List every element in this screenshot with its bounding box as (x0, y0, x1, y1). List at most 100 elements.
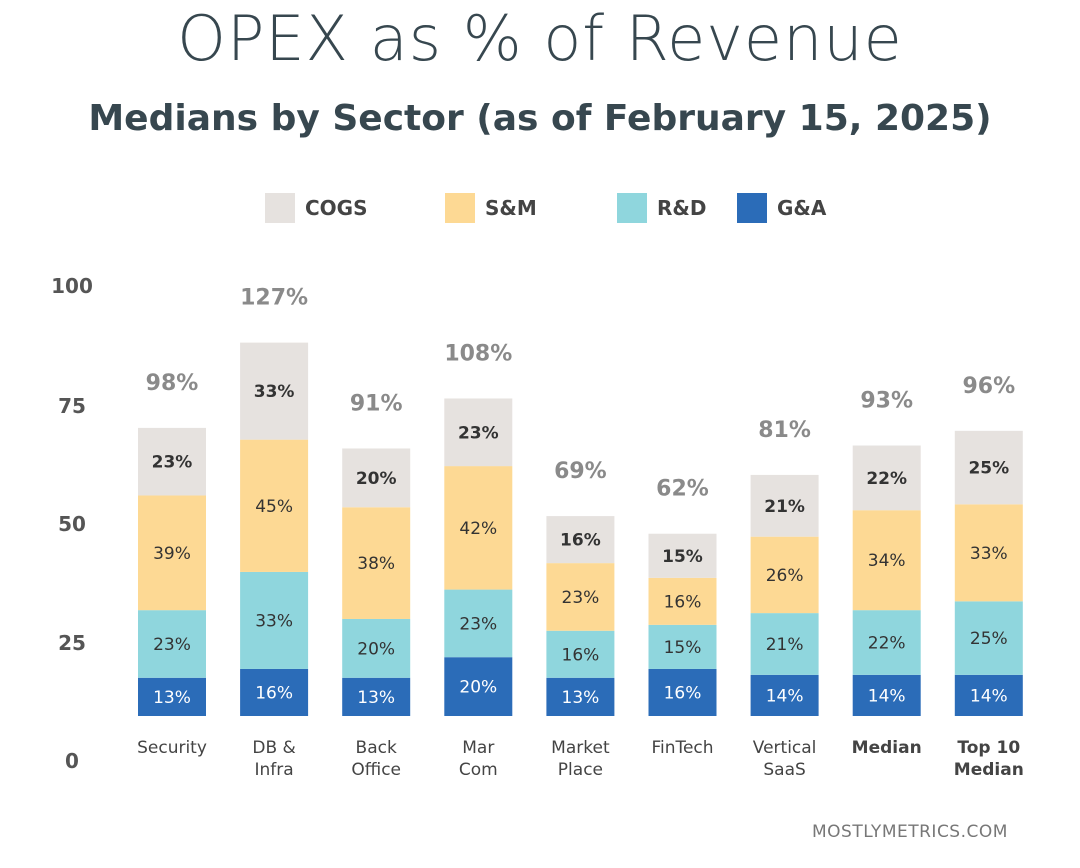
data-label: 33% (255, 611, 293, 631)
data-label: 45% (255, 497, 293, 517)
bar-segment-COGS (444, 398, 513, 467)
data-label: 14% (970, 686, 1008, 706)
data-label: 20% (357, 639, 395, 659)
x-category-label: Back (356, 738, 397, 758)
data-label: 23% (153, 635, 191, 655)
legend-swatch-COGS (265, 193, 295, 223)
x-category-label: Top 10 (957, 738, 1020, 758)
bar-segment-G&A (240, 668, 309, 716)
total-label: 93% (860, 389, 913, 414)
bar-segment-S&M (648, 577, 717, 625)
bar-segment-S&M (138, 495, 206, 611)
legend-label: G&A (777, 196, 827, 220)
bar-segment-G&A (852, 674, 921, 716)
data-label: 16% (562, 645, 600, 665)
data-label: 13% (153, 688, 191, 708)
data-label: 21% (764, 497, 805, 517)
bar-segment-COGS (648, 533, 717, 578)
data-label: 16% (664, 592, 702, 612)
data-label: 23% (152, 453, 193, 473)
data-label: 33% (970, 544, 1008, 564)
data-label: 14% (766, 686, 804, 706)
total-label: 98% (146, 371, 199, 396)
y-tick-label: 75 (58, 394, 86, 418)
x-category-label: Place (558, 760, 603, 780)
bar-segment-COGS (342, 448, 411, 508)
bar-segment-S&M (750, 536, 819, 614)
bar-segment-COGS (138, 427, 206, 496)
x-category-label: Median (852, 738, 922, 758)
data-label: 16% (255, 683, 293, 703)
bar-segment-S&M (954, 504, 1023, 602)
y-tick-label: 100 (51, 274, 93, 298)
bar-segment-R&D (138, 610, 206, 678)
data-label: 16% (664, 683, 702, 703)
data-label: 13% (357, 688, 395, 708)
x-category-label: Vertical (753, 738, 817, 758)
total-label: 81% (758, 418, 811, 443)
legend-swatch-G&A (737, 193, 767, 223)
x-category-label: Mar (462, 738, 494, 758)
total-label: 127% (240, 286, 308, 311)
total-label: 96% (962, 374, 1015, 399)
data-label: 23% (458, 423, 499, 443)
x-category-label: Security (137, 738, 207, 758)
bar-segment-COGS (750, 474, 819, 537)
total-label: 62% (656, 477, 709, 502)
data-label: 21% (766, 635, 804, 655)
y-tick-label: 25 (58, 631, 86, 655)
legend-swatch-R&D (617, 193, 647, 223)
x-category-label: Infra (255, 760, 294, 780)
y-tick-label: 50 (58, 512, 86, 536)
y-tick-label: 0 (65, 749, 79, 773)
data-label: 34% (868, 551, 906, 571)
source-credit: MOSTLYMETRICS.COM (812, 822, 1008, 842)
data-label: 15% (664, 638, 702, 658)
bar-segment-R&D (852, 610, 921, 675)
data-label: 13% (562, 688, 600, 708)
bar-segment-COGS (546, 516, 615, 564)
total-label: 69% (554, 459, 607, 484)
x-category-label: DB & (252, 738, 295, 758)
x-category-label: Com (459, 760, 498, 780)
legend-label: S&M (485, 196, 537, 220)
data-label: 25% (970, 629, 1008, 649)
bar-segment-G&A (138, 677, 206, 716)
bar-segment-G&A (342, 677, 411, 716)
data-label: 23% (459, 614, 497, 634)
bar-segment-R&D (342, 618, 411, 678)
bar-segment-G&A (546, 677, 615, 716)
data-label: 22% (866, 469, 907, 489)
total-label: 108% (444, 341, 512, 366)
data-label: 20% (459, 678, 497, 698)
bar-segment-G&A (648, 668, 717, 716)
bar-segment-R&D (444, 589, 513, 658)
bar-segment-G&A (750, 674, 819, 716)
legend-label: R&D (657, 196, 706, 220)
chart-subtitle: Medians by Sector (as of February 15, 20… (88, 98, 992, 139)
bar-segment-R&D (546, 630, 615, 678)
data-label: 25% (968, 459, 1009, 479)
data-label: 14% (868, 686, 906, 706)
x-category-label: Median (954, 760, 1024, 780)
bar-segment-S&M (852, 510, 921, 611)
data-label: 15% (662, 547, 703, 567)
bar-segment-R&D (954, 601, 1023, 675)
chart-title: OPEX as % of Revenue (177, 2, 903, 75)
data-label: 23% (562, 588, 600, 608)
bar-segment-COGS (954, 430, 1023, 505)
data-label: 33% (254, 382, 295, 402)
bar-segment-G&A (444, 657, 513, 716)
bar-segment-R&D (750, 613, 819, 675)
bar-segment-S&M (546, 563, 615, 631)
data-label: 22% (868, 634, 906, 654)
bar-segment-S&M (342, 507, 411, 619)
bar-segment-S&M (444, 466, 513, 590)
bar-segment-COGS (852, 445, 921, 511)
data-label: 42% (459, 519, 497, 539)
data-label: 16% (560, 531, 601, 551)
x-category-label: SaaS (763, 760, 805, 780)
bar-segment-COGS (240, 342, 309, 440)
x-category-label: Office (351, 760, 401, 780)
